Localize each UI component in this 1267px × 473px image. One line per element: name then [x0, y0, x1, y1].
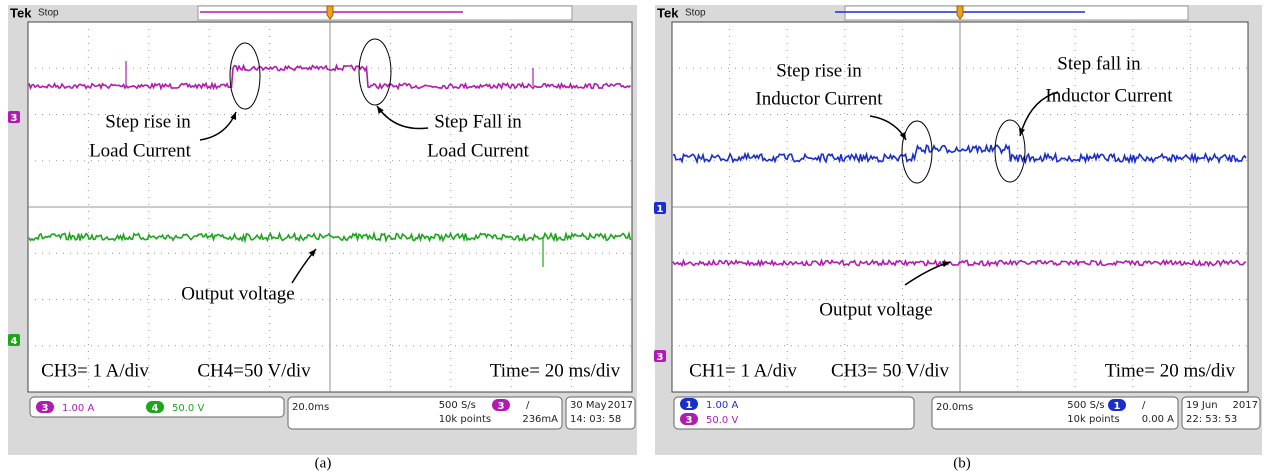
channel-chip-label: 1 — [1114, 401, 1121, 412]
channel-chip-label: 3 — [686, 415, 693, 426]
annotation: Step Fall in — [434, 111, 522, 132]
annotation: Step fall in — [1057, 53, 1141, 74]
sample-rate: 500 S/s — [439, 400, 476, 411]
annotation: Output voltage — [819, 299, 932, 320]
channel-marker-label: 3 — [657, 352, 664, 363]
channel-chip-label: 3 — [498, 401, 505, 412]
time: 14: 03: 58 — [570, 414, 621, 425]
record-length: 10k points — [1067, 414, 1119, 425]
annotation: Inductor Current — [1045, 85, 1173, 106]
caption: (b) — [953, 455, 971, 471]
channel-chip-label: 1 — [686, 400, 693, 411]
year: 2017 — [608, 400, 633, 411]
channel-marker-label: 4 — [11, 336, 18, 347]
record-length: 10k points — [439, 414, 491, 425]
sample-rate: 500 S/s — [1067, 400, 1104, 411]
scale-label: CH3= 50 V/div — [831, 360, 950, 381]
annotation: Step rise in — [776, 60, 862, 81]
channel-scale: 1.00 A — [706, 400, 738, 411]
top-bar — [198, 6, 572, 20]
brand: Tek — [657, 5, 679, 20]
channel-scale: 50.0 V — [172, 403, 204, 414]
scale-label: CH4=50 V/div — [197, 360, 311, 381]
trigger-level: 0.00 A — [1142, 414, 1174, 425]
top-bar — [845, 6, 1188, 20]
annotation: Step rise in — [105, 111, 191, 132]
date: 30 May — [570, 400, 607, 411]
channel-chip-label: 4 — [152, 403, 159, 414]
acq-state: Stop — [38, 8, 59, 19]
channel-marker-label: 3 — [11, 113, 18, 124]
channel-scale: 1.00 A — [62, 403, 94, 414]
scale-label: CH1= 1 A/div — [689, 360, 797, 381]
channel-marker-label: 1 — [657, 204, 664, 215]
time: 22: 53: 53 — [1186, 414, 1237, 425]
figure: Tek Stop 3 4 Step rise in Load Current Step Fa… — [0, 0, 1267, 473]
year: 2017 — [1233, 400, 1258, 411]
annotation: Load Current — [89, 140, 192, 161]
caption: (a) — [315, 455, 332, 471]
timebase: 20.0ms — [936, 402, 973, 413]
scale-label: Time= 20 ms/div — [490, 360, 621, 381]
trigger-level: 236mA — [522, 414, 558, 425]
acq-state: Stop — [685, 8, 706, 19]
annotation: Output voltage — [181, 283, 294, 304]
channel-scale: 50.0 V — [706, 415, 738, 426]
scale-label: CH3= 1 A/div — [41, 360, 149, 381]
annotation: Load Current — [427, 140, 530, 161]
annotation: Inductor Current — [755, 88, 883, 109]
channel-chip-label: 3 — [42, 403, 49, 414]
scale-label: Time= 20 ms/div — [1105, 360, 1236, 381]
timebase: 20.0ms — [292, 402, 329, 413]
brand: Tek — [10, 5, 32, 20]
date: 19 Jun — [1186, 400, 1218, 411]
